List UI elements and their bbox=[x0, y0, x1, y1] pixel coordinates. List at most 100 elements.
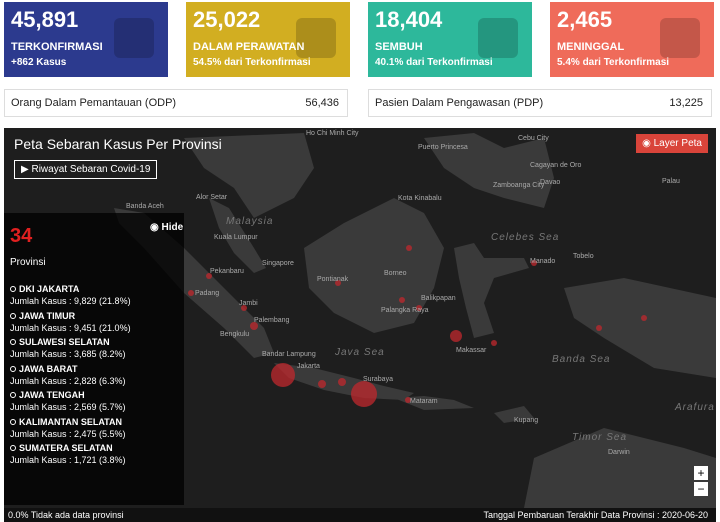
province-item: JAWA BARAT Jumlah Kasus : 2,828 (6.3%) bbox=[10, 364, 126, 386]
province-name: KALIMANTAN SELATAN bbox=[10, 417, 126, 427]
icon bbox=[296, 18, 336, 58]
place-label: Makassar bbox=[456, 347, 487, 354]
stat-value: 2,465 bbox=[557, 7, 613, 32]
hide-label: Hide bbox=[161, 222, 184, 233]
map-canvas: Ho Chi Minh City Cebu City Puerto Princesa… bbox=[114, 130, 716, 508]
monitor-box: Orang Dalam Pemantauan (ODP) 56,436 bbox=[4, 89, 348, 117]
update-note: Tanggal Pembaruan Terakhir Data Provinsi… bbox=[483, 510, 708, 520]
stat-sub: 5.4% dari Terkonfirmasi bbox=[557, 57, 670, 68]
icon bbox=[660, 18, 700, 58]
province-panel: 34 Provinsi DKI JAKARTA Jumlah Kasus : 9,… bbox=[4, 213, 184, 505]
place-label: Pontianak bbox=[317, 276, 349, 283]
zoom-out[interactable]: − bbox=[694, 482, 708, 496]
place-label: Zamboanga City bbox=[493, 182, 545, 189]
province-name: JAWA TIMUR bbox=[10, 311, 131, 321]
stat-card: 2,465 MENINGGAL 5.4% dari Terkonfirmasi bbox=[550, 2, 714, 77]
place-label: Cagayan de Oro bbox=[530, 162, 581, 169]
monitor-value: 56,436 bbox=[305, 97, 339, 109]
province-item: JAWA TENGAH Jumlah Kasus : 2,569 (5.7%) bbox=[10, 390, 126, 412]
hide-button[interactable]: ◉ Hide bbox=[150, 222, 184, 233]
history-button[interactable]: ▶ Riwayat Sebaran Covid-19 bbox=[14, 160, 158, 179]
place-label: Jambi bbox=[239, 300, 258, 307]
land bbox=[114, 133, 716, 508]
province-name: JAWA BARAT bbox=[10, 364, 126, 374]
province-item: KALIMANTAN SELATAN Jumlah Kasus : 2,475 (… bbox=[10, 417, 126, 439]
province-cases: Jumlah Kasus : 2,569 (5.7%) bbox=[10, 402, 126, 412]
place-labels: Ho Chi Minh City Cebu City Puerto Princesa… bbox=[126, 130, 716, 456]
place-label: Bandar Lampung bbox=[262, 351, 316, 358]
map[interactable]: Ho Chi Minh City Cebu City Puerto Princesa… bbox=[4, 128, 716, 522]
history-button-label: Riwayat Sebaran Covid-19 bbox=[31, 164, 151, 175]
icon bbox=[114, 18, 154, 58]
zoom-in[interactable]: + bbox=[694, 466, 708, 480]
province-cases: Jumlah Kasus : 9,451 (21.0%) bbox=[10, 322, 131, 333]
place-label: Palangka Raya bbox=[381, 307, 429, 314]
stat-value: 18,404 bbox=[375, 7, 443, 32]
map-title: Peta Sebaran Kasus Per Provinsi bbox=[14, 136, 222, 152]
province-item: SUMATERA SELATAN Jumlah Kasus : 1,721 (3.… bbox=[10, 443, 126, 465]
stat-label: SEMBUH bbox=[375, 41, 423, 53]
province-cases: Jumlah Kasus : 2,828 (6.3%) bbox=[10, 375, 126, 386]
map-footer: 0.0% Tidak ada data provinsi Tanggal Pem… bbox=[4, 508, 716, 522]
place-label: Surabaya bbox=[363, 376, 393, 383]
place-label: Timor Sea bbox=[572, 432, 627, 443]
province-item: JAWA TIMUR Jumlah Kasus : 9,451 (21.0%) bbox=[10, 311, 131, 333]
monitor-label: Pasien Dalam Pengawasan (PDP) bbox=[375, 97, 544, 109]
stat-value: 25,022 bbox=[193, 7, 261, 32]
province-cases: Jumlah Kasus : 1,721 (3.8%) bbox=[10, 455, 126, 465]
stat-value: 45,891 bbox=[11, 7, 79, 32]
place-label: Kota Kinabalu bbox=[398, 195, 442, 202]
province-item: DKI JAKARTA Jumlah Kasus : 9,829 (21.8%) bbox=[10, 284, 131, 306]
place-label: Balikpapan bbox=[421, 295, 456, 302]
place-label: Borneo bbox=[384, 270, 407, 277]
monitor-box: Pasien Dalam Pengawasan (PDP) 13,225 bbox=[368, 89, 712, 117]
place-label: Tobelo bbox=[573, 253, 594, 260]
legend: 0.0% Tidak ada data provinsi bbox=[8, 510, 124, 520]
place-label: Palau bbox=[662, 178, 680, 185]
place-label: Pekanbaru bbox=[210, 268, 244, 275]
province-name: DKI JAKARTA bbox=[10, 284, 131, 294]
stat-sub: 40.1% dari Terkonfirmasi bbox=[375, 57, 493, 68]
place-label: Celebes Sea bbox=[491, 232, 559, 243]
place-label: Mataram bbox=[410, 398, 438, 405]
stat-label: DALAM PERAWATAN bbox=[193, 41, 305, 53]
place-label: Singapore bbox=[262, 260, 294, 267]
province-label: Provinsi bbox=[10, 257, 46, 268]
province-name: SUMATERA SELATAN bbox=[10, 443, 126, 453]
icon bbox=[478, 18, 518, 58]
place-label: Cebu City bbox=[518, 135, 549, 142]
province-name: SULAWESI SELATAN bbox=[10, 337, 126, 347]
stat-label: TERKONFIRMASI bbox=[11, 41, 103, 53]
province-cases: Jumlah Kasus : 9,829 (21.8%) bbox=[10, 296, 131, 306]
place-label: Banda Sea bbox=[552, 354, 611, 365]
province-name: JAWA TENGAH bbox=[10, 390, 126, 400]
stat-card: 18,404 SEMBUH 40.1% dari Terkonfirmasi bbox=[368, 2, 532, 77]
place-label: Manado bbox=[530, 258, 555, 265]
place-label: Bengkulu bbox=[220, 331, 249, 338]
stat-sub: +862 Kasus bbox=[11, 57, 67, 68]
place-label: Banda Aceh bbox=[126, 203, 164, 210]
stat-label: MENINGGAL bbox=[557, 41, 625, 53]
place-label: Ho Chi Minh City bbox=[306, 130, 359, 137]
bubbles bbox=[188, 245, 647, 407]
place-label: Malaysia bbox=[226, 216, 273, 227]
layer-button-label: Layer Peta bbox=[653, 138, 702, 149]
place-label: Jakarta bbox=[297, 363, 320, 370]
stat-card: 45,891 TERKONFIRMASI +862 Kasus bbox=[4, 2, 168, 77]
place-label: Padang bbox=[195, 290, 219, 297]
layer-button[interactable]: ◉ Layer Peta bbox=[636, 134, 708, 153]
place-label: Palembang bbox=[254, 317, 290, 324]
place-label: Alor Setar bbox=[196, 194, 228, 201]
monitor-value: 13,225 bbox=[669, 97, 703, 109]
province-count: 34 bbox=[10, 225, 33, 247]
place-label: Davao bbox=[540, 179, 560, 186]
province-cases: Jumlah Kasus : 2,475 (5.5%) bbox=[10, 428, 126, 439]
place-label: Kupang bbox=[514, 417, 538, 424]
province-cases: Jumlah Kasus : 3,685 (8.2%) bbox=[10, 349, 126, 359]
place-label: Kuala Lumpur bbox=[214, 234, 258, 241]
place-label: Arafura Sea bbox=[674, 402, 716, 413]
province-item: SULAWESI SELATAN Jumlah Kasus : 3,685 (8.… bbox=[10, 337, 126, 359]
stat-sub: 54.5% dari Terkonfirmasi bbox=[193, 57, 311, 68]
monitor-label: Orang Dalam Pemantauan (ODP) bbox=[11, 97, 177, 109]
